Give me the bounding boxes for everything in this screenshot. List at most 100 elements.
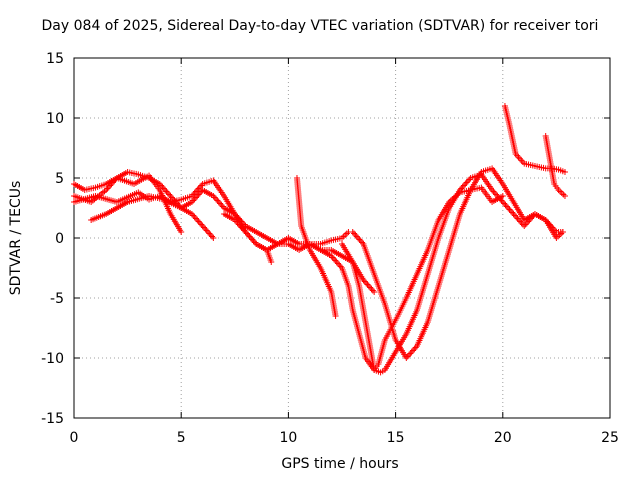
series-trace-segment [414,273,431,311]
series-trace-segment [308,242,322,252]
series-trace-segment [94,181,108,190]
series-trace-segment [201,188,215,198]
data-series [71,103,568,376]
y-tick-label: 0 [55,231,64,247]
series-trace-segment [179,200,194,210]
series-trace-segment [287,242,301,252]
series-trace-segment [233,212,248,228]
series-trace-segment [265,242,279,252]
data-point [349,229,356,235]
y-tick-label: 15 [46,51,64,67]
series-trace-segment [371,273,388,305]
series-trace-segment [222,212,237,222]
data-point [199,223,206,229]
series-trace-segment [502,105,512,125]
series-trace-segment [201,178,215,187]
series-trace-segment [318,266,334,294]
series-trace-segment [200,224,216,240]
series-trace-segment [436,249,452,287]
series-trace-segment [446,213,463,251]
series-trace-segment [414,248,430,276]
series-trace-segment [83,185,97,193]
series-trace-segment [544,165,553,172]
series-trace-segment [276,236,290,246]
y-tick-label: -10 [41,351,64,367]
x-axis-label: GPS time / hours [281,456,399,472]
series-trace-segment [340,230,350,240]
series-trace-segment [319,238,333,247]
series-trace-segment [345,285,356,311]
x-tick-label: 0 [70,430,79,446]
series-trace-segment [190,188,205,204]
series-trace-segment [104,200,129,216]
series-trace-segment [551,165,560,173]
series-trace-segment [137,172,150,181]
series-trace-segment [350,261,362,287]
y-tick-label: 10 [46,111,64,127]
series-trace-segment [244,224,258,234]
series-trace-segment [190,212,205,228]
series-trace-segment [458,176,473,192]
y-tick-label: -5 [50,291,64,307]
series-trace-segment [547,159,557,185]
series-trace-segment [373,367,382,375]
series-trace-segment [104,176,119,186]
series-trace-segment [340,242,355,264]
series-trace-segment [533,212,547,222]
series-trace-segment [557,167,566,175]
series-trace-segment [468,170,484,192]
series-trace-segment [330,248,344,258]
series-trace-segment [330,235,343,243]
series-trace-segment [361,278,376,294]
series-trace-segment [362,321,375,359]
x-tick-label: 5 [177,430,186,446]
series-trace-segment [425,219,441,251]
series-trace-segment [115,190,140,205]
series-trace-segment [501,200,516,216]
series-trace-segment [233,218,248,234]
series-trace-segment [222,206,237,216]
series-trace-segment [506,123,519,155]
series-trace-segment [264,249,274,263]
series-trace-segment [72,182,86,192]
series-trace-segment [126,169,140,177]
series-trace-segment [115,170,129,180]
series-trace-segment [552,183,561,191]
series-trace-segment [395,297,409,317]
series-trace-segment [557,188,567,198]
series-trace-segment [287,236,301,246]
series-trace-segment [350,309,362,335]
series-trace-segment [490,167,505,186]
series-trace-segment [255,230,269,240]
series-trace-segment [351,230,366,246]
data-point [510,211,517,217]
x-tick-label: 20 [494,430,512,446]
series-trace-segment [382,350,398,372]
data-point [371,289,378,295]
series-s7 [339,184,506,373]
series-s10 [501,103,568,175]
series-trace-segment [375,339,388,365]
series-s9 [349,165,566,361]
series-trace-segment [404,344,419,360]
series-trace-segment [479,186,494,204]
series-trace-segment [328,291,339,317]
series-trace-segment [148,193,165,203]
series-trace-segment [339,267,351,287]
series-trace-segment [211,179,226,198]
x-tick-label: 10 [279,430,297,446]
series-trace-segment [255,242,269,252]
series-trace-segment [379,368,386,375]
series-trace-segment [404,308,420,336]
x-tick-label: 25 [601,430,619,446]
series-trace-segment [169,197,183,205]
series-trace-segment [356,285,369,323]
series-trace-segment [490,188,505,204]
series-trace-segment [382,303,399,341]
series-trace-segment [425,237,441,275]
y-tick-label: 5 [55,171,64,187]
series-trace-segment [543,135,553,161]
series-trace-segment [94,193,118,205]
series-trace-segment [436,200,452,222]
series-trace-segment [296,201,305,227]
